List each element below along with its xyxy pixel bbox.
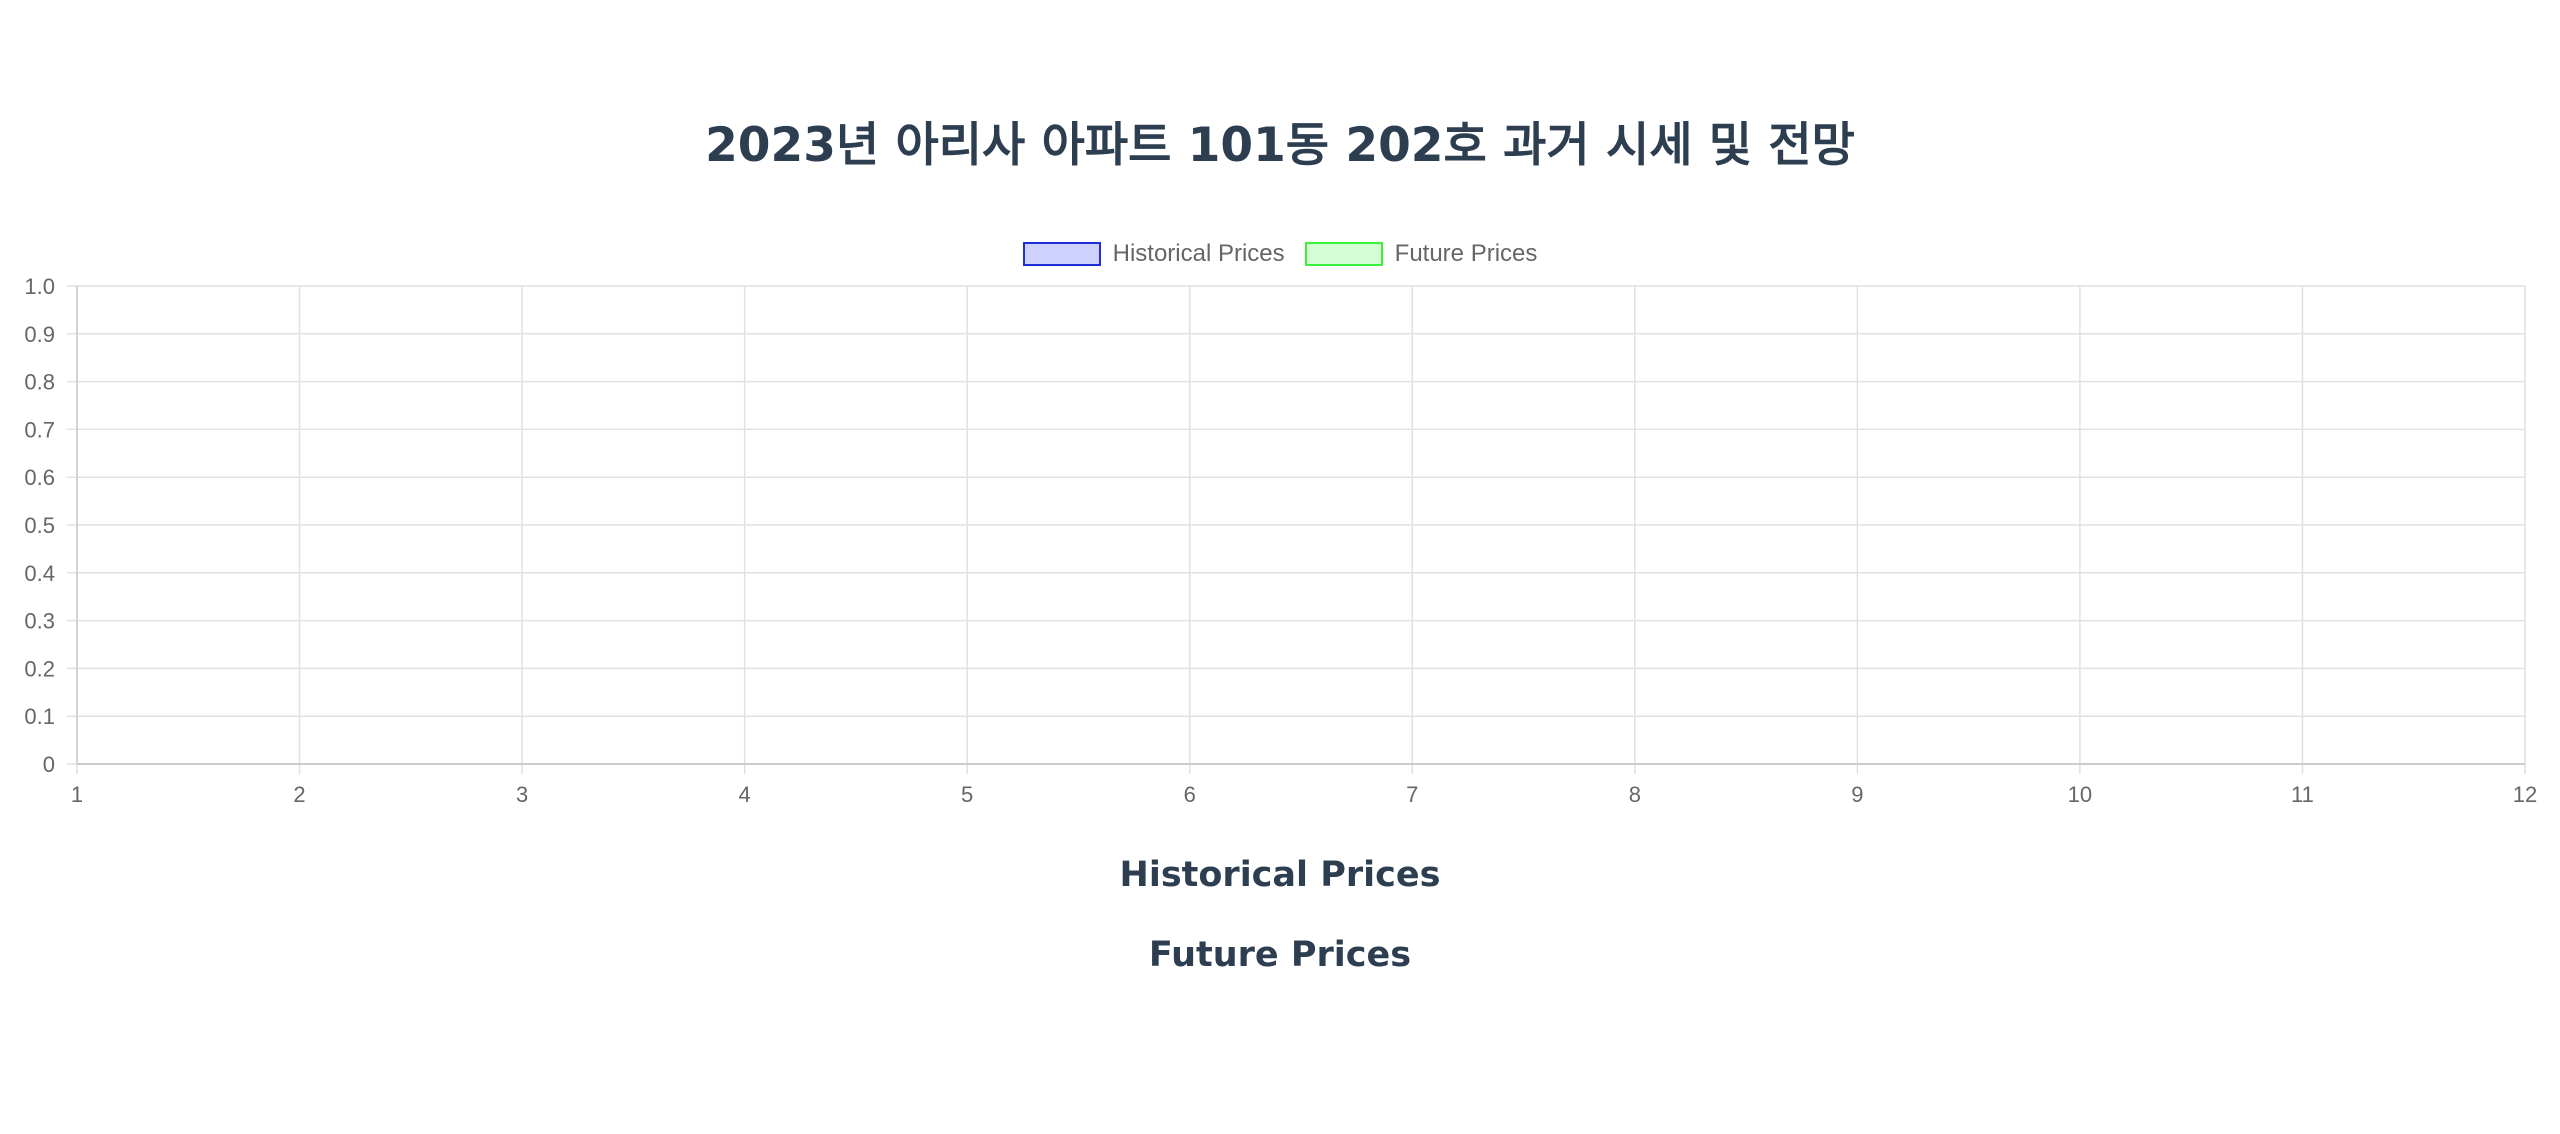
x-tick-label: 12 bbox=[2513, 782, 2537, 807]
x-tick-label: 7 bbox=[1406, 782, 1418, 807]
x-tick-label: 8 bbox=[1629, 782, 1641, 807]
x-tick-label: 1 bbox=[71, 782, 83, 807]
legend-swatch-future bbox=[1304, 242, 1383, 266]
x-tick-label: 9 bbox=[1851, 782, 1863, 807]
chart-grid bbox=[67, 285, 2526, 774]
y-tick-label: 0.3 bbox=[24, 609, 55, 634]
legend-swatch-historical bbox=[1022, 242, 1101, 266]
price-chart: 1 2 3 4 5 6 7 8 9 10 11 1200.10.20.30.40.50.60.70.8… bbox=[24, 274, 2537, 807]
x-tick-label: 6 bbox=[1184, 782, 1196, 807]
page-title: 2023년 아리사 아파트 101동 202호 과거 시세 및 전망 bbox=[705, 118, 1855, 173]
x-tick-label: 10 bbox=[2068, 782, 2092, 807]
legend-item-historical[interactable]: Historical Prices bbox=[1022, 240, 1285, 268]
x-tick-label: 4 bbox=[739, 782, 751, 807]
y-tick-label: 0 bbox=[43, 752, 55, 777]
legend-label-historical: Historical Prices bbox=[1112, 240, 1285, 267]
legend-item-future[interactable]: Future Prices bbox=[1304, 240, 1538, 268]
y-tick-label: 0.4 bbox=[24, 561, 55, 586]
y-tick-label: 0.1 bbox=[24, 704, 55, 729]
y-tick-label: 0.9 bbox=[24, 322, 55, 347]
y-tick-label: 0.6 bbox=[24, 465, 55, 490]
y-tick-label: 1.0 bbox=[24, 274, 55, 299]
future-prices-heading: Future Prices bbox=[1148, 935, 1412, 975]
x-tick-label: 5 bbox=[961, 782, 973, 807]
y-tick-label: 0.2 bbox=[24, 656, 55, 681]
y-tick-label: 0.5 bbox=[24, 513, 55, 538]
chart-axes: 1 2 3 4 5 6 7 8 9 10 11 1200.10.20.30.40.50.60.70.8… bbox=[24, 274, 2537, 807]
chart-legend: Historical Prices Future Prices bbox=[0, 239, 2560, 269]
x-tick-label: 2 bbox=[293, 782, 305, 807]
x-tick-label: 3 bbox=[516, 782, 528, 807]
historical-prices-heading: Historical Prices bbox=[1119, 855, 1441, 895]
legend-label-future: Future Prices bbox=[1394, 240, 1538, 267]
y-tick-label: 0.7 bbox=[24, 417, 55, 442]
y-tick-label: 0.8 bbox=[24, 370, 55, 395]
x-tick-label: 11 bbox=[2291, 782, 2314, 807]
